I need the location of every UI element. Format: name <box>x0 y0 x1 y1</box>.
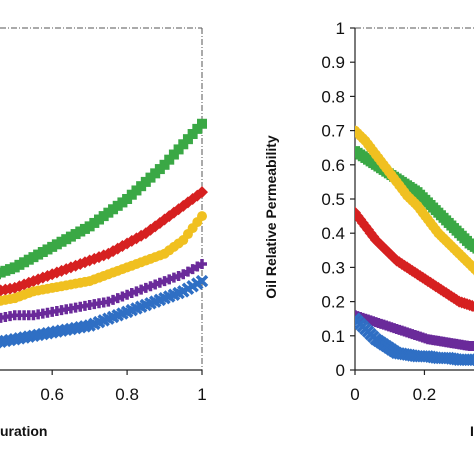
series-x <box>355 312 474 366</box>
y-tick-label: 0.9 <box>321 53 345 72</box>
data-point <box>197 258 207 269</box>
data-point <box>472 243 474 254</box>
data-point <box>469 241 474 252</box>
y-tick-label: 0.2 <box>321 293 345 312</box>
x-tick-label: 1 <box>197 385 206 404</box>
data-point <box>196 186 208 199</box>
left-panel: 0.6 0.8 1 uration <box>0 27 209 439</box>
x-tick-label: 0.6 <box>40 385 64 404</box>
x-tick-label: 0.2 <box>413 385 437 404</box>
data-point <box>197 118 207 129</box>
y-tick-label: 0 <box>336 361 345 380</box>
series-diamond <box>355 206 474 312</box>
data-point <box>168 149 179 160</box>
data-point <box>197 211 207 222</box>
y-tick-label: 0.6 <box>321 156 345 175</box>
data-point <box>164 154 175 165</box>
data-point <box>173 144 184 155</box>
y-tick-label: 0.8 <box>321 87 345 106</box>
x-axis-label: uration <box>0 423 47 439</box>
series-diamond <box>0 186 208 297</box>
data-point <box>465 353 474 366</box>
series-circle <box>0 211 207 306</box>
series-plus <box>0 258 207 323</box>
series-layer <box>0 118 209 349</box>
data-point <box>471 304 474 311</box>
x-tick-label: 0 <box>350 385 359 404</box>
data-point <box>159 159 170 170</box>
y-tick-label: 0.1 <box>321 327 345 346</box>
y-axis-label: Oil Relative Permeability <box>263 135 279 299</box>
data-point <box>469 341 474 352</box>
data-point <box>468 301 474 312</box>
x-axis-label: I <box>470 423 474 439</box>
right-panel: 0 0.2 0 0.1 0.2 0.3 0.4 0.5 0.6 0.7 0.8 0.9 1 I Oil Re… <box>263 19 474 439</box>
data-point <box>93 251 105 264</box>
series-circle <box>355 125 474 276</box>
y-tick-label: 0.5 <box>321 190 345 209</box>
data-point <box>195 274 209 288</box>
series-square <box>0 118 207 280</box>
y-tick-label: 0.3 <box>321 258 345 277</box>
y-tick-label: 1 <box>336 19 345 38</box>
data-point <box>182 134 193 145</box>
data-point <box>178 139 189 150</box>
series-layer <box>355 125 474 366</box>
data-point <box>192 123 203 134</box>
x-tick-label: 0.8 <box>115 385 139 404</box>
data-point <box>468 353 474 366</box>
y-tick-label: 0.7 <box>321 122 345 141</box>
data-point <box>187 129 198 140</box>
series-x <box>0 274 209 349</box>
y-tick-label: 0.4 <box>321 224 345 243</box>
